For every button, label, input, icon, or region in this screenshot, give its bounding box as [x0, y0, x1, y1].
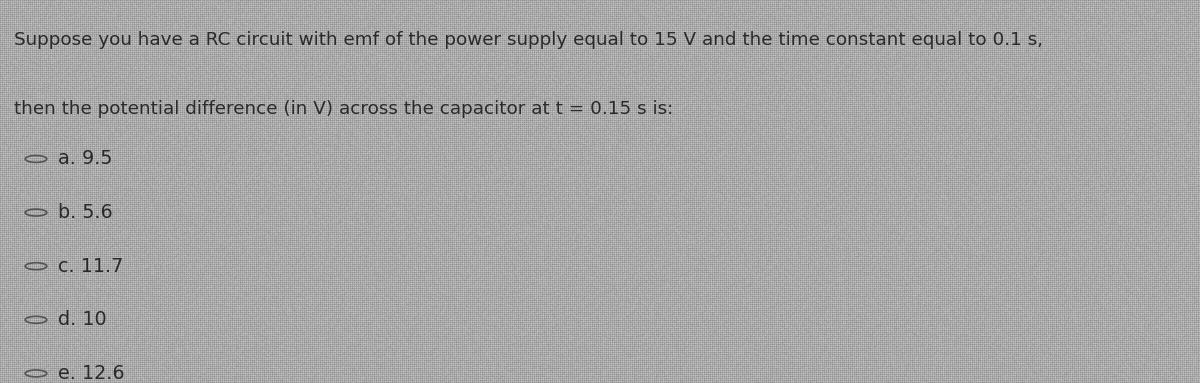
Text: e. 12.6: e. 12.6 — [58, 364, 125, 383]
Text: a. 9.5: a. 9.5 — [58, 149, 112, 169]
Text: b. 5.6: b. 5.6 — [58, 203, 113, 222]
Text: c. 11.7: c. 11.7 — [58, 257, 122, 276]
Text: d. 10: d. 10 — [58, 310, 107, 329]
Text: Suppose you have a RC circuit with emf of the power supply equal to 15 V and the: Suppose you have a RC circuit with emf o… — [14, 31, 1044, 49]
Text: then the potential difference (in V) across the capacitor at t = 0.15 s is:: then the potential difference (in V) acr… — [14, 100, 673, 118]
